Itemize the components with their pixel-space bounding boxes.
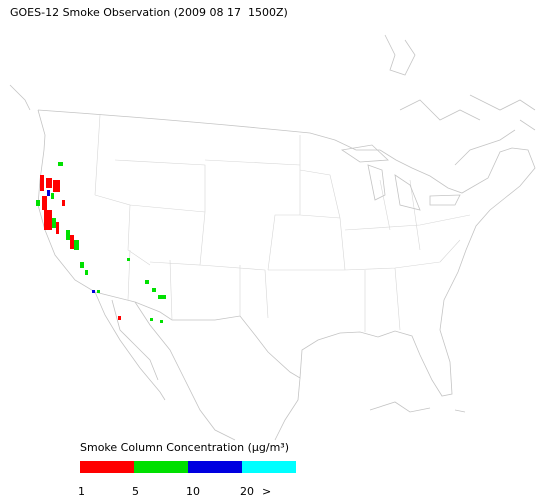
legend-tick-label: 20 bbox=[240, 485, 254, 498]
smoke-pixel bbox=[74, 240, 79, 250]
smoke-pixel bbox=[40, 175, 44, 191]
smoke-pixel bbox=[47, 190, 50, 196]
legend-tick-label: 1 bbox=[78, 485, 85, 498]
legend-tick-label: 5 bbox=[132, 485, 139, 498]
legend-swatch bbox=[188, 461, 242, 473]
legend-tick-label: 10 bbox=[186, 485, 200, 498]
smoke-pixel bbox=[158, 295, 166, 299]
smoke-pixel bbox=[46, 178, 52, 188]
smoke-pixel bbox=[118, 316, 121, 320]
smoke-pixel bbox=[51, 193, 54, 199]
smoke-pixel bbox=[97, 290, 100, 293]
smoke-pixel bbox=[52, 218, 56, 228]
smoke-pixel bbox=[36, 200, 40, 206]
legend: 1 5 10 20 > bbox=[78, 461, 296, 498]
legend-swatch bbox=[134, 461, 188, 473]
smoke-pixels bbox=[36, 162, 166, 323]
legend-swatch bbox=[242, 461, 296, 473]
smoke-pixel bbox=[85, 270, 88, 275]
smoke-pixel bbox=[80, 262, 84, 268]
smoke-pixel bbox=[92, 290, 95, 293]
smoke-pixel bbox=[58, 162, 63, 166]
smoke-pixel bbox=[160, 320, 163, 323]
smoke-pixel bbox=[66, 230, 70, 240]
smoke-pixel bbox=[70, 235, 74, 249]
legend-open-end: > bbox=[262, 485, 271, 498]
title: GOES-12 Smoke Observation (2009 08 17 15… bbox=[10, 6, 288, 19]
smoke-pixel bbox=[145, 280, 149, 284]
smoke-pixel bbox=[44, 210, 52, 230]
legend-title: Smoke Column Concentration (μg/m³) bbox=[80, 441, 289, 454]
base-map bbox=[9, 34, 536, 441]
smoke-pixel bbox=[53, 180, 60, 192]
smoke-pixel bbox=[62, 200, 65, 206]
us-outline bbox=[37, 109, 536, 397]
great-lakes bbox=[340, 144, 461, 211]
smoke-pixel bbox=[127, 258, 130, 261]
smoke-pixel bbox=[56, 222, 59, 234]
canada-lines bbox=[9, 34, 536, 166]
smoke-pixel bbox=[150, 318, 153, 321]
legend-swatch bbox=[80, 461, 134, 473]
smoke-pixel bbox=[42, 196, 47, 210]
smoke-pixel bbox=[152, 288, 156, 292]
state-lines bbox=[94, 114, 471, 332]
mexico-coast bbox=[94, 291, 466, 441]
